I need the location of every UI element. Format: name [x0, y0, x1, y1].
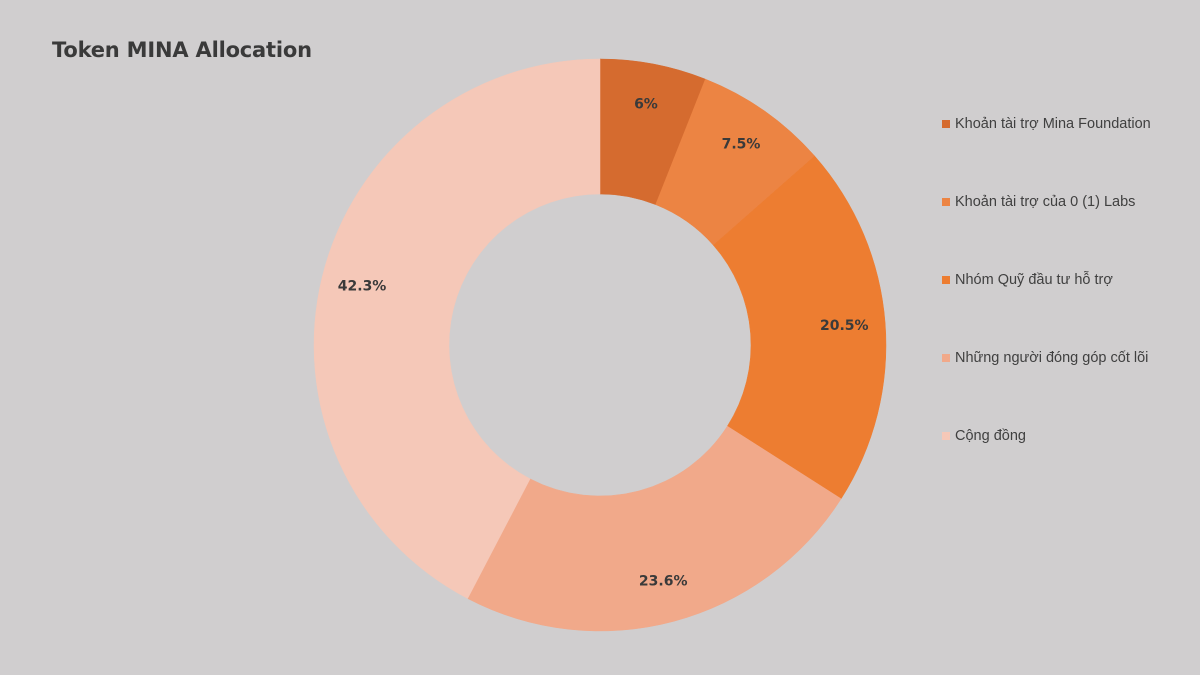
legend-label: Nhóm Quỹ đầu tư hỗ trợ: [955, 271, 1113, 288]
legend-label: Những người đóng góp cốt lõi: [955, 349, 1149, 366]
slice-labels-group: 6% 7.5% 20.5% 23.6% 42.3%: [338, 96, 869, 589]
slices-group: [313, 58, 887, 632]
slice-data-label-3: 20.5%: [820, 318, 869, 334]
slice-data-label-5: 42.3%: [338, 279, 387, 295]
legend: Khoản tài trợ Mina Foundation Khoản tài t…: [942, 111, 1151, 501]
legend-item-1: Khoản tài trợ Mina Foundation: [942, 111, 1151, 136]
legend-item-4: Những người đóng góp cốt lõi: [942, 345, 1151, 370]
legend-item-3: Nhóm Quỹ đầu tư hỗ trợ: [942, 267, 1151, 292]
legend-label: Khoản tài trợ Mina Foundation: [955, 115, 1151, 132]
chart-title: Token MINA Allocation: [52, 38, 312, 62]
legend-item-5: Cộng đồng: [942, 423, 1151, 448]
legend-item-2: Khoản tài trợ của 0 (1) Labs: [942, 189, 1151, 214]
legend-label: Khoản tài trợ của 0 (1) Labs: [955, 193, 1136, 210]
slice-data-label-4: 23.6%: [639, 574, 688, 590]
legend-label: Cộng đồng: [955, 427, 1026, 444]
donut-slice-4: [467, 425, 842, 632]
slice-data-label-1: 6%: [634, 96, 658, 112]
legend-swatch: [942, 197, 950, 206]
legend-swatch: [942, 353, 950, 362]
slice-data-label-2: 7.5%: [722, 137, 761, 153]
legend-swatch: [942, 431, 950, 440]
donut-slice-3: [712, 155, 887, 500]
legend-swatch: [942, 119, 950, 128]
legend-swatch: [942, 275, 950, 284]
